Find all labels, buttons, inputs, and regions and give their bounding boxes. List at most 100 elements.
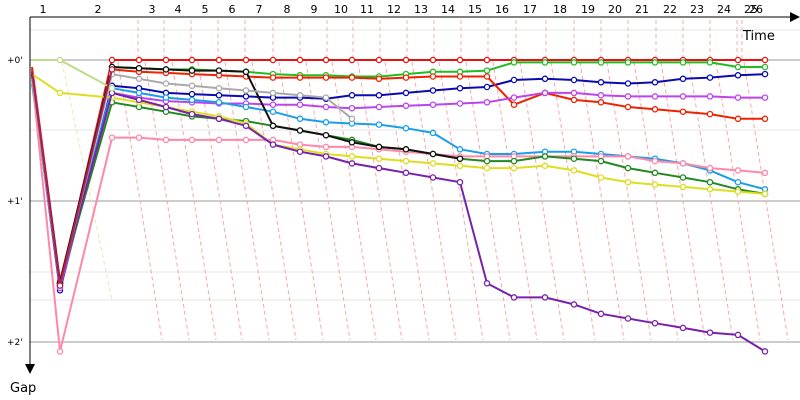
data-point [597,157,605,165]
data-point [296,92,304,99]
lap-tick-label: 9 [311,3,318,16]
data-point [483,67,491,74]
series-line [31,71,766,353]
data-point [651,93,659,100]
data-point [322,74,330,81]
lap-trace-line [519,61,565,341]
data-point [456,178,464,186]
data-point [679,174,687,181]
data-point [570,96,578,104]
data-point [651,181,659,188]
data-point [215,115,223,123]
data-point [570,155,578,162]
y-axis-title: Gap [10,381,36,396]
lap-trace-line [357,61,403,341]
data-point [56,348,64,355]
data-point [597,99,605,106]
data-point [296,148,304,155]
data-point [624,164,632,172]
axis-labels: 1 2 3 4 5 6 7 8 9 10 11 12 13 14 15 16 17 18 19 20 21 22 23 24 2… [7,3,763,348]
data-point [162,94,170,101]
data-point [761,348,769,355]
data-point [188,56,196,64]
lap-trace-line [305,61,351,341]
data-point [651,319,659,327]
data-point [706,329,714,336]
lap-trace-line [144,61,190,341]
series-10 [31,71,769,355]
data-point [56,89,64,97]
data-point [624,93,632,100]
lap-tick-label: 7 [256,3,263,16]
data-point [269,108,277,115]
data-point [322,119,330,126]
data-point [402,124,410,132]
data-point [56,282,64,289]
data-point [510,101,518,108]
data-point [651,106,659,113]
data-point [242,56,250,64]
data-point [597,310,605,318]
data-point [570,89,578,97]
data-point [624,178,632,186]
data-point [375,75,383,83]
data-point [188,96,196,104]
data-point [706,178,714,186]
gap-tick-label: +0' [7,56,23,66]
data-point [242,93,250,100]
data-point [348,160,356,167]
lap-tick-label: 12 [387,3,401,16]
lap-trace-line [411,61,457,341]
data-point [135,134,143,141]
data-point [322,94,330,101]
lap-tick-label: 21 [635,3,649,16]
data-point [296,101,304,108]
data-point [624,59,632,66]
series-4 [31,66,769,285]
data-point [348,56,356,64]
data-point [402,169,410,177]
lap-trace-line [278,61,324,341]
data-point [375,164,383,172]
data-point [322,131,330,139]
lap-trace-line [438,61,484,341]
lap-tick-label: 10 [334,3,348,16]
data-point [296,56,304,64]
lap-trace-line [606,61,652,341]
data-point [322,103,330,111]
lap-tick-label: 6 [229,3,236,16]
lap-trace-line [465,61,511,341]
data-point [679,160,687,167]
data-point [570,76,578,84]
series-line [31,76,766,353]
gap-tick-label: +2' [7,338,23,348]
series-line [32,59,113,90]
data-point [570,59,578,66]
data-point [456,100,464,107]
lap-tick-label: 4 [175,3,182,16]
data-point [215,92,223,99]
data-point [761,63,769,71]
data-point [541,294,549,301]
lap-trace-line [251,61,297,341]
lap-trace-line [117,61,163,341]
data-point [188,67,196,74]
data-point [375,155,383,162]
data-point [429,87,437,94]
data-point [734,56,742,64]
data-point [348,115,356,123]
data-point [429,56,437,64]
lap-trace-line [715,61,761,341]
data-point [269,122,277,130]
data-point [429,73,437,80]
data-point [456,56,464,64]
data-point [483,280,491,287]
data-point [162,66,170,73]
data-point [188,110,196,118]
data-point [483,73,491,80]
data-point [296,127,304,134]
series-line [31,66,461,285]
data-point [322,56,330,64]
